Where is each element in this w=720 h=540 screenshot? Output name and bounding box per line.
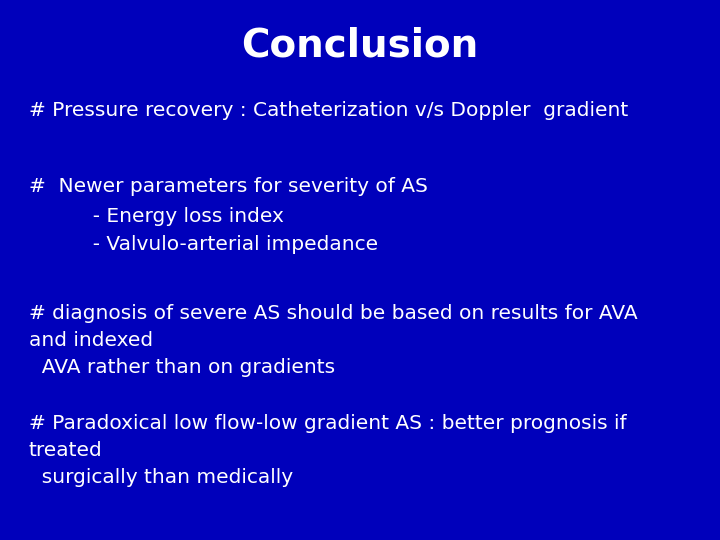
Text: # Pressure recovery : Catheterization v/s Doppler  gradient: # Pressure recovery : Catheterization v/…: [29, 101, 628, 120]
Text: # Paradoxical low flow-low gradient AS : better prognosis if: # Paradoxical low flow-low gradient AS :…: [29, 414, 626, 434]
Text: - Energy loss index: - Energy loss index: [29, 206, 284, 226]
Text: # diagnosis of severe AS should be based on results for AVA: # diagnosis of severe AS should be based…: [29, 303, 637, 323]
Text: and indexed: and indexed: [29, 330, 153, 350]
Text: surgically than medically: surgically than medically: [29, 468, 293, 488]
Text: #  Newer parameters for severity of AS: # Newer parameters for severity of AS: [29, 177, 428, 196]
Text: Conclusion: Conclusion: [241, 27, 479, 65]
Text: AVA rather than on gradients: AVA rather than on gradients: [29, 357, 335, 377]
Text: - Valvulo-arterial impedance: - Valvulo-arterial impedance: [29, 235, 378, 254]
Text: treated: treated: [29, 441, 102, 461]
